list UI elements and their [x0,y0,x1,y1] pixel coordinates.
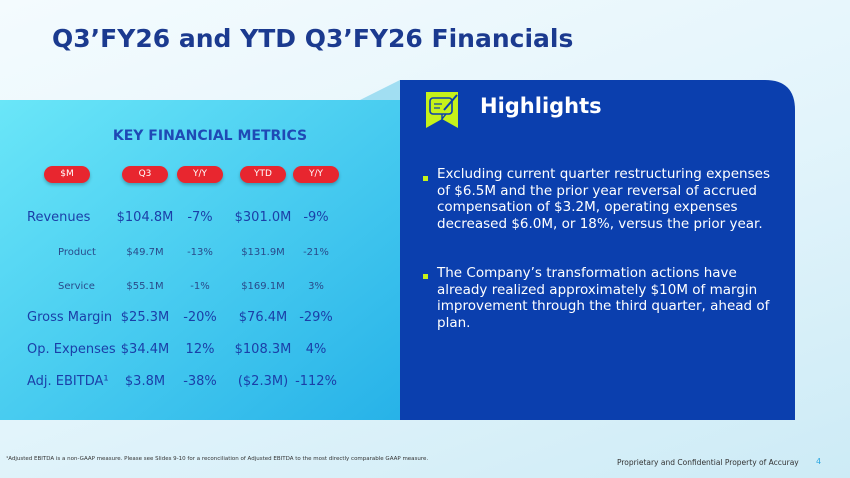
metric-value: -7% [187,210,213,225]
column-header: Y/Y [177,166,223,183]
metric-value: $108.3M [234,342,292,357]
bullet-marker [423,176,428,181]
metric-value: $131.9M [241,247,285,258]
metric-value: $3.8M [124,374,166,389]
row-label: Service [58,281,95,292]
metric-value: -13% [187,247,213,258]
metric-value: -112% [295,374,337,389]
metrics-heading: KEY FINANCIAL METRICS [112,128,308,144]
metric-value: $301.0M [234,210,292,225]
column-header: Y/Y [293,166,339,183]
metric-value: $25.3M [120,310,170,325]
row-label: Adj. EBITDA¹ [27,374,109,389]
footnote: ¹Adjusted EBITDA is a non-GAAP measure. … [6,456,429,462]
metric-value: -1% [190,281,210,292]
column-header: $M [44,166,90,183]
page-number: 4 [816,457,822,466]
metric-value: 3% [308,281,324,292]
metric-value: $169.1M [241,281,285,292]
highlights-title: Highlights [480,94,602,118]
metric-value: 12% [185,342,215,357]
metric-value: 4% [305,342,327,357]
confidential: Proprietary and Confidential Property of… [617,458,799,467]
row-label: Product [58,247,96,258]
metric-value: $55.1M [126,281,164,292]
metric-value: $49.7M [126,247,164,258]
bullet: The Company’s transformation actions hav… [437,265,770,331]
title: Q3’FY26 and YTD Q3’FY26 Financials [52,24,574,53]
column-header: Q3 [122,166,168,183]
bullet: Excluding current quarter restructuring … [437,166,770,232]
row-label: Gross Margin [27,310,113,325]
metric-value: $76.4M [238,310,288,325]
metric-value: -9% [303,210,329,225]
metric-value: $104.8M [116,210,174,225]
metric-value: -29% [299,310,333,325]
column-header: YTD [240,166,286,183]
metric-value: -38% [183,374,217,389]
row-label: Op. Expenses [27,342,116,357]
metric-value: -20% [183,310,217,325]
metric-value: $34.4M [120,342,170,357]
bullet-marker [423,274,428,279]
metric-value: -21% [303,247,329,258]
metric-value: ($2.3M) [237,374,289,389]
row-label: Revenues [27,210,91,225]
